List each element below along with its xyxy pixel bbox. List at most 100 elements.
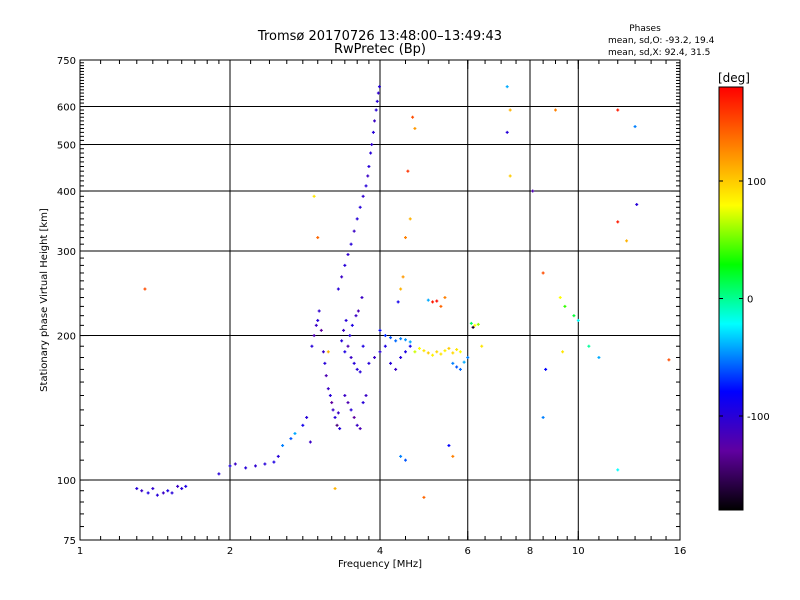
data-point xyxy=(361,194,365,198)
colorbar-tick-label: 0 xyxy=(747,295,753,306)
data-point xyxy=(377,85,381,89)
colorbar-tick-label: 100 xyxy=(747,177,766,188)
x-tick-label: 4 xyxy=(377,546,383,557)
data-point xyxy=(308,440,312,444)
data-point xyxy=(355,217,359,221)
data-point xyxy=(422,495,426,499)
data-point xyxy=(480,344,484,348)
data-point xyxy=(333,487,337,491)
stats-line-x: mean, sd,X: 92.4, 31.5 xyxy=(608,48,710,58)
data-point xyxy=(346,253,350,257)
data-point xyxy=(244,466,248,470)
data-point xyxy=(166,489,170,493)
data-point xyxy=(378,350,382,354)
data-point xyxy=(233,462,237,466)
data-point xyxy=(469,321,473,325)
data-point xyxy=(403,350,407,354)
data-point xyxy=(399,355,403,359)
data-point xyxy=(411,115,415,119)
data-point xyxy=(349,408,353,412)
data-point xyxy=(396,300,400,304)
data-point xyxy=(331,408,335,412)
data-point xyxy=(531,189,535,193)
data-point xyxy=(394,339,398,343)
data-point xyxy=(447,444,451,448)
data-point xyxy=(406,169,410,173)
data-point xyxy=(439,352,443,356)
x-tick-label: 16 xyxy=(674,546,687,557)
data-point xyxy=(317,309,321,313)
data-point xyxy=(367,361,371,365)
data-point xyxy=(217,472,221,476)
data-point xyxy=(316,318,320,322)
data-point xyxy=(364,394,368,398)
data-point xyxy=(383,344,387,348)
data-point xyxy=(375,99,379,103)
data-point xyxy=(373,119,377,123)
data-point xyxy=(228,464,232,468)
data-point xyxy=(576,318,580,322)
data-point xyxy=(326,387,330,391)
data-point xyxy=(180,487,184,491)
data-point xyxy=(435,350,439,354)
data-point xyxy=(544,367,548,371)
chart-title: Tromsø 20170726 13:48:00–13:49:43 xyxy=(257,29,502,44)
data-point xyxy=(431,353,435,357)
y-axis-label: Stationary phase Virtual Height [km] xyxy=(39,208,50,392)
data-point xyxy=(293,432,297,436)
data-point xyxy=(349,355,353,359)
data-point xyxy=(597,355,601,359)
data-point xyxy=(349,242,353,246)
data-point xyxy=(451,454,455,458)
data-point xyxy=(572,314,576,318)
data-point xyxy=(161,491,165,495)
data-point xyxy=(439,304,443,308)
data-point xyxy=(355,367,359,371)
data-point xyxy=(184,484,188,488)
data-point xyxy=(338,427,342,431)
stats-line-o: mean, sd,O: -93.2, 19.4 xyxy=(608,36,715,46)
data-point xyxy=(408,340,412,344)
stats-heading: Phases xyxy=(629,24,661,34)
data-point xyxy=(352,229,356,233)
data-point xyxy=(635,202,639,206)
data-point xyxy=(253,464,257,468)
data-point xyxy=(140,489,144,493)
data-point xyxy=(471,325,475,329)
data-point xyxy=(625,239,629,243)
data-point xyxy=(394,367,398,371)
data-point xyxy=(403,236,407,240)
data-point xyxy=(312,334,316,338)
data-point xyxy=(505,85,509,89)
data-point xyxy=(389,361,393,365)
data-point xyxy=(435,299,439,303)
data-point xyxy=(458,350,462,354)
data-point xyxy=(316,236,320,240)
data-point xyxy=(314,323,318,327)
y-tick-label: 600 xyxy=(57,103,76,114)
data-point xyxy=(305,415,309,419)
data-point xyxy=(350,323,354,327)
data-point xyxy=(443,296,447,300)
data-point xyxy=(508,174,512,178)
data-point xyxy=(343,394,347,398)
data-point xyxy=(505,130,509,134)
data-point xyxy=(335,423,339,427)
data-point xyxy=(170,491,174,495)
data-point xyxy=(342,328,346,332)
y-tick-label: 75 xyxy=(63,536,76,547)
data-point xyxy=(276,454,280,458)
data-point xyxy=(352,361,356,365)
data-point xyxy=(371,130,375,134)
x-tick-label: 1 xyxy=(77,546,83,557)
colorbar-ticks: 100 0 -100 xyxy=(719,177,770,423)
x-axis: 1 2 4 6 8 10 16 xyxy=(77,60,687,557)
data-point xyxy=(401,275,405,279)
y-axis: 75 100 200 300 400 500 600 750 xyxy=(57,56,680,547)
data-point xyxy=(587,344,591,348)
x-axis-label: Frequency [MHz] xyxy=(338,559,422,570)
data-point xyxy=(476,322,480,326)
data-point xyxy=(361,401,365,405)
y-tick-label: 200 xyxy=(57,332,76,343)
